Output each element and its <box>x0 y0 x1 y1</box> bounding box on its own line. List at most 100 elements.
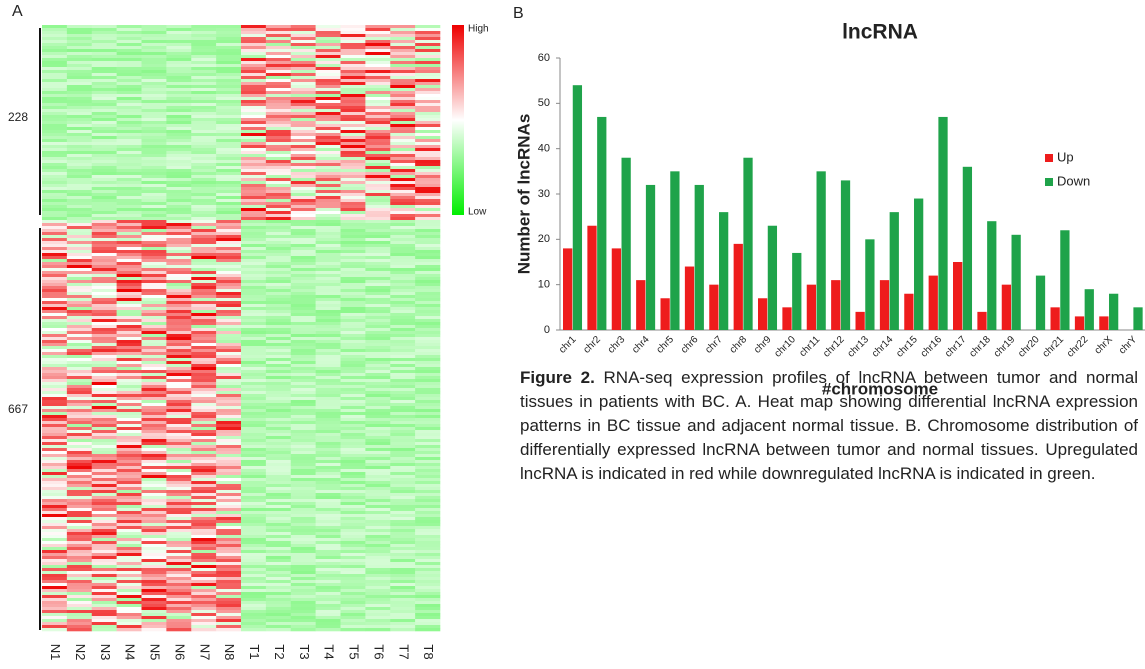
heatmap-cell <box>315 364 341 368</box>
heatmap-cell <box>390 424 416 428</box>
heatmap-cell <box>365 511 391 515</box>
heatmap-cell <box>42 352 68 356</box>
heatmap-cell <box>116 484 142 488</box>
heatmap-cell <box>265 394 292 398</box>
heatmap-cell <box>116 619 142 623</box>
heatmap-cell <box>141 592 167 596</box>
heatmap-cell <box>116 124 142 128</box>
heatmap-cell <box>290 358 316 362</box>
heatmap-cell <box>216 145 242 149</box>
heatmap-cell <box>365 94 391 98</box>
heatmap-cell <box>191 229 217 233</box>
heatmap-cell <box>191 415 217 419</box>
bar <box>962 166 973 330</box>
heatmap-cell <box>415 151 441 155</box>
heatmap-cell <box>365 559 391 563</box>
heatmap-cell <box>42 232 68 236</box>
heatmap-cell <box>315 109 341 113</box>
heatmap-cell <box>91 193 117 197</box>
heatmap-cell <box>315 193 341 197</box>
heatmap-cell <box>116 403 142 407</box>
heatmap-cell <box>141 238 167 242</box>
heatmap-cell <box>42 346 68 350</box>
heatmap-cell <box>241 334 267 338</box>
heatmap-cell <box>42 439 68 443</box>
heatmap-cell <box>66 106 93 110</box>
heatmap-cell <box>315 478 341 482</box>
heatmap-cell <box>116 607 142 611</box>
heatmap-cell <box>265 424 292 428</box>
heatmap-cell <box>415 328 441 332</box>
heatmap-cell <box>216 79 242 83</box>
heatmap-cell <box>166 529 192 533</box>
heatmap-cell <box>340 229 366 233</box>
heatmap-cell <box>390 571 416 575</box>
heatmap-cell <box>42 412 68 416</box>
heatmap-cell <box>365 238 391 242</box>
heatmap-cell <box>141 82 167 86</box>
heatmap-cell <box>166 400 192 404</box>
heatmap-cell <box>315 310 341 314</box>
heatmap-cell <box>315 199 341 203</box>
heatmap-cell <box>166 40 192 44</box>
heatmap-cell <box>216 40 242 44</box>
heatmap-cell <box>290 103 316 107</box>
heatmap-cell <box>315 466 341 470</box>
heatmap-cell <box>365 373 391 377</box>
heatmap-cell <box>216 76 242 80</box>
heatmap-cell <box>191 469 217 473</box>
heatmap-cell <box>42 397 68 401</box>
heatmap-cell <box>91 82 117 86</box>
heatmap-cell <box>390 592 416 596</box>
heatmap-cell <box>340 340 366 344</box>
heatmap-cell <box>42 190 68 194</box>
heatmap-cell <box>42 145 68 149</box>
heatmap-cell <box>290 595 316 599</box>
heatmap-cell <box>166 211 192 215</box>
heatmap-cell <box>415 496 441 500</box>
heatmap-cell <box>390 37 416 41</box>
heatmap-cell <box>241 148 267 152</box>
heatmap-cell <box>265 301 292 305</box>
heatmap-cell <box>66 229 93 233</box>
heatmap-cell <box>91 319 117 323</box>
heatmap-cell <box>340 196 366 200</box>
heatmap-cell <box>265 481 292 485</box>
heatmap-cell <box>390 319 416 323</box>
heatmap-cell <box>166 277 192 281</box>
heatmap-cell <box>166 595 192 599</box>
heatmap-cell <box>66 556 93 560</box>
heatmap-cell <box>191 412 217 416</box>
heatmap-cell <box>91 301 117 305</box>
heatmap-cell <box>365 166 391 170</box>
heatmap-cell <box>191 307 217 311</box>
heatmap-cell <box>166 466 192 470</box>
heatmap-cell <box>216 82 242 86</box>
heatmap-cell <box>91 349 117 353</box>
heatmap-cell <box>116 25 142 29</box>
heatmap-cell <box>141 538 167 542</box>
heatmap-cell <box>340 376 366 380</box>
heatmap-cell <box>141 373 167 377</box>
heatmap-cell <box>365 52 391 56</box>
heatmap-cell <box>241 265 267 269</box>
heatmap-cell <box>265 310 292 314</box>
heatmap-cell <box>365 64 391 68</box>
heatmap-cell <box>415 535 441 539</box>
heatmap-cell <box>290 397 316 401</box>
heatmap-cell <box>66 571 93 575</box>
heatmap-cell <box>91 139 117 143</box>
heatmap-cell <box>365 340 391 344</box>
heatmap-cell <box>265 253 292 257</box>
heatmap-cell <box>116 67 142 71</box>
heatmap-cell <box>191 49 217 53</box>
heatmap-cell <box>42 616 68 620</box>
heatmap-cell <box>66 322 93 326</box>
heatmap-cell <box>340 52 366 56</box>
heatmap-cell <box>191 247 217 251</box>
heatmap-cell <box>216 220 242 224</box>
heatmap-cell <box>265 382 292 386</box>
heatmap-cell <box>116 55 142 59</box>
heatmap-cell <box>191 40 217 44</box>
heatmap-cell <box>415 571 441 575</box>
